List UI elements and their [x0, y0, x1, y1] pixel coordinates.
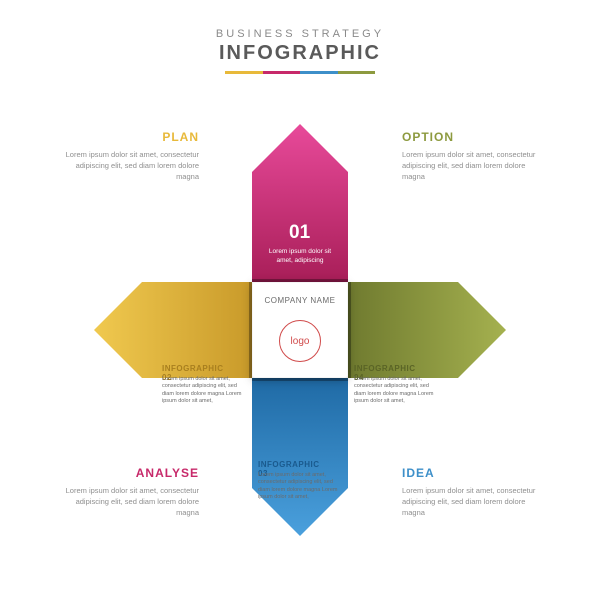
corner-body: Lorem ipsum dolor sit amet, consectetur … — [64, 486, 199, 519]
corner-body: Lorem ipsum dolor sit amet, consectetur … — [402, 150, 537, 183]
corner-plan: PLAN Lorem ipsum dolor sit amet, consect… — [64, 130, 199, 183]
corner-title: IDEA — [402, 466, 537, 480]
corner-analyse: ANALYSE Lorem ipsum dolor sit amet, cons… — [64, 466, 199, 519]
arrow-tag-body: Lorem ipsum dolor sit amet, consectetur … — [258, 472, 340, 502]
logo-circle: logo — [279, 320, 321, 362]
center-box: COMPANY NAME logo — [252, 282, 348, 378]
corner-title: OPTION — [402, 130, 537, 144]
arrow-caption: Lorem ipsum dolor sit amet, adipiscing — [260, 544, 340, 562]
company-name: COMPANY NAME — [252, 296, 348, 305]
corner-body: Lorem ipsum dolor sit amet, consectetur … — [402, 486, 537, 519]
arrow-number: 03 — [289, 566, 310, 588]
arrow-number: 02 — [116, 394, 137, 416]
arrow-number: 04 — [462, 394, 483, 416]
logo-text: logo — [291, 336, 310, 347]
arrow-number: 01 — [289, 222, 310, 244]
arrow-caption: Lorem ipsum dolor sit amet, adipiscing — [260, 248, 340, 266]
arrow-tag-body: Lorem ipsum dolor sit amet, consectetur … — [162, 376, 244, 406]
corner-title: PLAN — [64, 130, 199, 144]
corner-idea: IDEA Lorem ipsum dolor sit amet, consect… — [402, 466, 537, 519]
corner-title: ANALYSE — [64, 466, 199, 480]
arrow-tag-body: Lorem ipsum dolor sit amet, consectetur … — [354, 376, 436, 406]
corner-option: OPTION Lorem ipsum dolor sit amet, conse… — [402, 130, 537, 183]
corner-body: Lorem ipsum dolor sit amet, consectetur … — [64, 150, 199, 183]
